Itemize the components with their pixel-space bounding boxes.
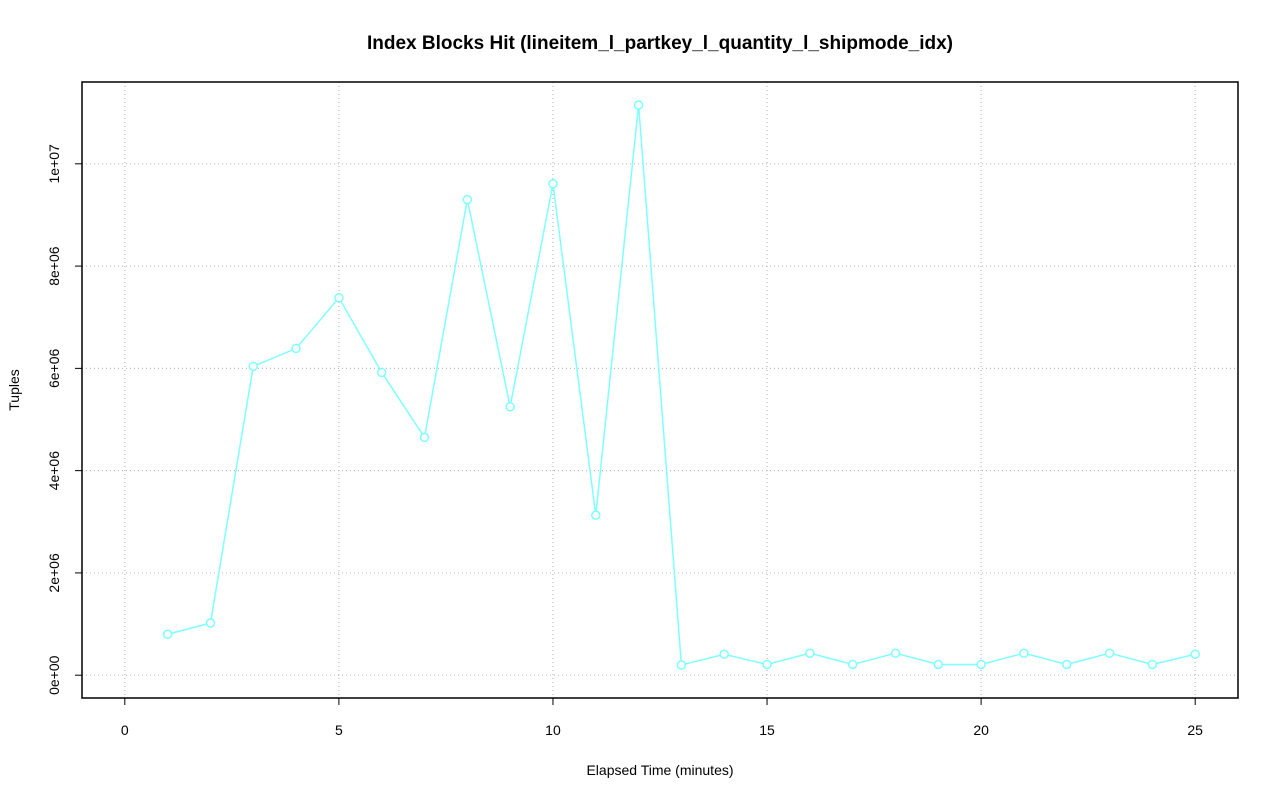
x-tick-label: 25 bbox=[1187, 722, 1203, 738]
data-point bbox=[505, 401, 515, 412]
data-point bbox=[419, 432, 430, 443]
data-point bbox=[976, 659, 986, 670]
data-point bbox=[205, 618, 216, 628]
data-point bbox=[719, 649, 729, 659]
data-point bbox=[676, 660, 687, 670]
data-point bbox=[1104, 648, 1115, 658]
y-tick-label: 4e+06 bbox=[46, 451, 62, 491]
data-point bbox=[1019, 648, 1029, 658]
x-tick-label: 20 bbox=[973, 722, 989, 738]
data-point bbox=[162, 629, 173, 640]
data-point bbox=[762, 659, 772, 670]
data-point bbox=[376, 367, 387, 378]
data-point bbox=[890, 648, 901, 658]
data-point bbox=[334, 293, 344, 303]
x-tick-label: 5 bbox=[335, 722, 343, 738]
y-tick-label: 2e+06 bbox=[46, 553, 62, 593]
x-tick-label: 0 bbox=[121, 722, 129, 738]
plot-frame bbox=[81, 81, 1239, 699]
y-tick-label: 8e+06 bbox=[46, 246, 62, 286]
y-tick-label: 1e+07 bbox=[46, 144, 62, 184]
y-axis-label: Tuples bbox=[6, 369, 22, 411]
series-line bbox=[167, 104, 1196, 666]
data-point bbox=[933, 659, 944, 670]
data-point bbox=[591, 510, 601, 520]
y-tick-label: 6e+06 bbox=[46, 348, 62, 388]
data-point bbox=[291, 343, 301, 354]
data-point bbox=[847, 659, 858, 670]
data-point bbox=[805, 648, 815, 658]
data-point bbox=[462, 194, 473, 205]
data-point bbox=[248, 361, 259, 372]
x-axis-label: Elapsed Time (minutes) bbox=[586, 762, 733, 778]
data-point bbox=[548, 179, 558, 189]
x-tick-label: 15 bbox=[759, 722, 775, 738]
data-point bbox=[1190, 649, 1200, 659]
data-point bbox=[1147, 659, 1158, 670]
y-tick-label: 0e+00 bbox=[46, 655, 62, 695]
data-point bbox=[633, 100, 644, 110]
chart-title: Index Blocks Hit (lineitem_l_partkey_l_q… bbox=[367, 33, 953, 54]
x-tick-label: 10 bbox=[545, 722, 561, 738]
data-point bbox=[1061, 659, 1072, 670]
